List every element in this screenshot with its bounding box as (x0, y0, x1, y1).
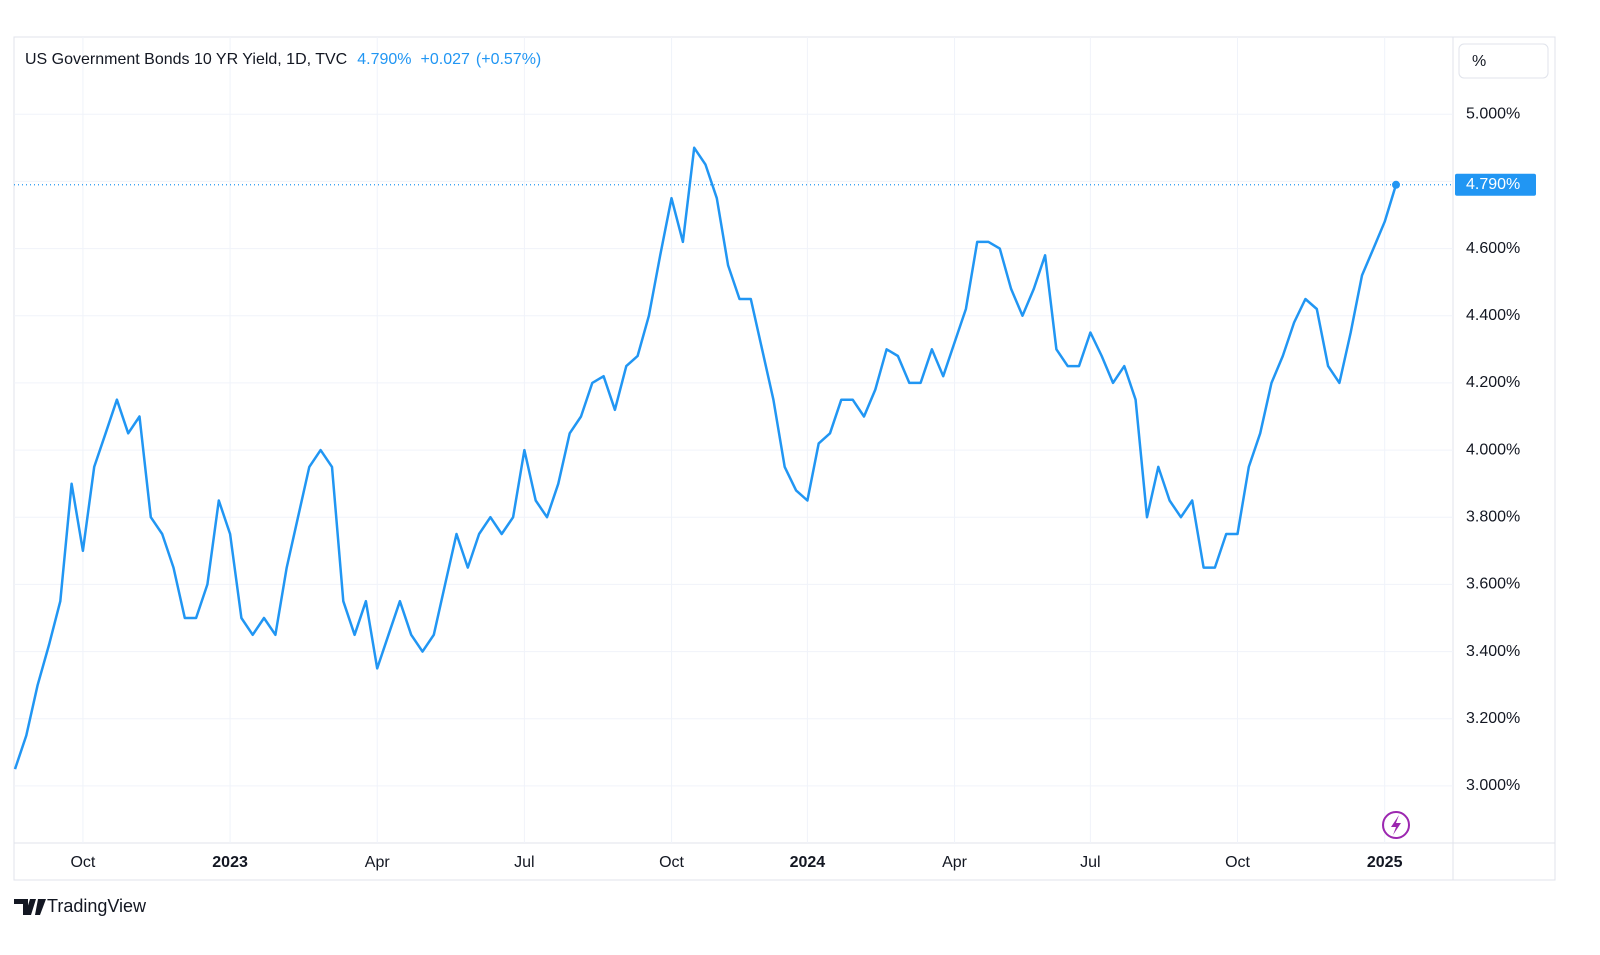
x-tick-label: Oct (70, 854, 95, 871)
y-tick-label: 5.000% (1466, 105, 1520, 122)
x-tick-label: Oct (1225, 854, 1250, 871)
brand-logo (14, 899, 46, 915)
x-tick-label: Jul (514, 854, 534, 871)
x-tick-label: 2025 (1367, 854, 1403, 871)
y-tick-label: 4.200% (1466, 374, 1520, 391)
unit-button[interactable] (1458, 43, 1549, 79)
marks (13, 146, 1400, 770)
y-tick-label: 4.000% (1466, 441, 1520, 458)
y-tick-label: 3.600% (1466, 576, 1520, 593)
x-tick-label: Apr (942, 854, 968, 871)
y-tick-label: 3.200% (1466, 710, 1520, 727)
y-tick-label: 4.400% (1466, 307, 1520, 324)
x-tick-label: Jul (1080, 854, 1100, 871)
x-tick-label: 2023 (212, 854, 248, 871)
brand-name: TradingView (47, 896, 147, 916)
header-change-pct: (+0.57%) (476, 51, 541, 68)
x-tick-label: Oct (659, 854, 684, 871)
grid (14, 37, 1453, 843)
unit-label[interactable]: % (1472, 53, 1486, 70)
y-tick-label: 3.400% (1466, 643, 1520, 660)
y-tick-label: 4.600% (1466, 240, 1520, 257)
alert-bolt (1391, 815, 1401, 835)
header-price: 4.790% (357, 51, 411, 68)
last-point (1392, 180, 1400, 189)
alert-icon[interactable] (1382, 811, 1410, 839)
y-tick-label: 3.800% (1466, 508, 1520, 525)
y-tick-label: 3.000% (1466, 777, 1520, 794)
x-tick-label: Apr (365, 854, 391, 871)
price-tag (1455, 173, 1536, 196)
yield-line (13, 146, 1398, 770)
header-change: +0.027 (421, 51, 470, 68)
price-tag-label: 4.790% (1466, 176, 1520, 193)
x-tick-label: 2024 (790, 854, 826, 871)
chart-title: US Government Bonds 10 YR Yield, 1D, TVC (25, 51, 347, 68)
